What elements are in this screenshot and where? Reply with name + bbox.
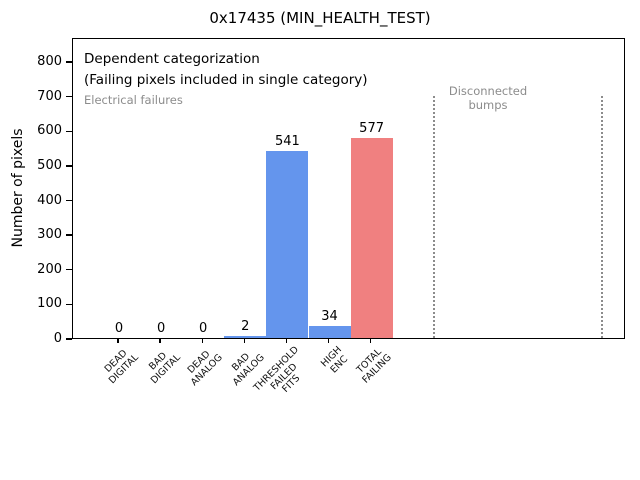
- y-tick-mark: [66, 303, 72, 306]
- y-tick-mark: [66, 338, 72, 340]
- annotation-dependent-categorization: Dependent categorization (Failing pixels…: [84, 49, 368, 91]
- annotation-disconnected-line-2: bumps: [468, 98, 508, 112]
- x-tick-mark: [201, 339, 203, 343]
- x-tick-mark: [159, 339, 161, 343]
- annotation-disconnected-line-1: Disconnected: [448, 84, 528, 98]
- bar: [350, 138, 393, 338]
- y-tick-label: 800: [37, 54, 62, 69]
- x-tick-mark: [243, 339, 245, 343]
- bar-value-label: 0: [156, 321, 166, 336]
- separator-line-left: [433, 96, 435, 338]
- y-tick-mark: [66, 61, 72, 63]
- separator-line-right: [601, 96, 603, 338]
- y-tick-mark: [66, 95, 72, 98]
- y-tick-label: 200: [37, 261, 62, 277]
- bar: [224, 335, 267, 338]
- x-tick-mark: [285, 339, 288, 343]
- bar-value-label: 541: [274, 133, 300, 149]
- y-tick-mark: [66, 269, 72, 271]
- bar-value-label: 0: [114, 321, 124, 336]
- y-tick-label: 500: [37, 157, 62, 173]
- bar-value-label: 34: [321, 309, 338, 325]
- y-tick-label: 100: [37, 296, 62, 312]
- y-tick-mark: [66, 199, 72, 202]
- plot-area: Dependent categorization (Failing pixels…: [72, 38, 625, 339]
- annotation-line-1: Dependent categorization: [84, 51, 260, 67]
- annotation-electrical-failures: Electrical failures: [84, 93, 183, 107]
- y-tick-label: 700: [37, 88, 62, 104]
- x-tick-mark: [369, 339, 372, 343]
- annotation-disconnected-bumps: Disconnected bumps: [428, 84, 548, 112]
- bar-value-label: 2: [241, 318, 250, 334]
- x-tick-mark: [117, 339, 119, 343]
- annotation-line-2: (Failing pixels included in single categ…: [84, 72, 368, 88]
- bar-value-label: 0: [199, 321, 208, 336]
- y-tick-label: 300: [37, 227, 62, 243]
- bar-value-label: 577: [359, 121, 384, 137]
- y-tick-label: 400: [37, 192, 62, 208]
- x-tick-mark: [327, 339, 330, 343]
- chart-title: 0x17435 (MIN_HEALTH_TEST): [209, 9, 431, 27]
- bar: [308, 326, 351, 338]
- y-tick-mark: [66, 130, 72, 132]
- y-tick-mark: [66, 234, 72, 236]
- y-tick-label: 0: [53, 331, 62, 346]
- y-tick-label: 600: [37, 123, 62, 139]
- y-tick-mark: [66, 165, 72, 167]
- bar: [266, 150, 309, 338]
